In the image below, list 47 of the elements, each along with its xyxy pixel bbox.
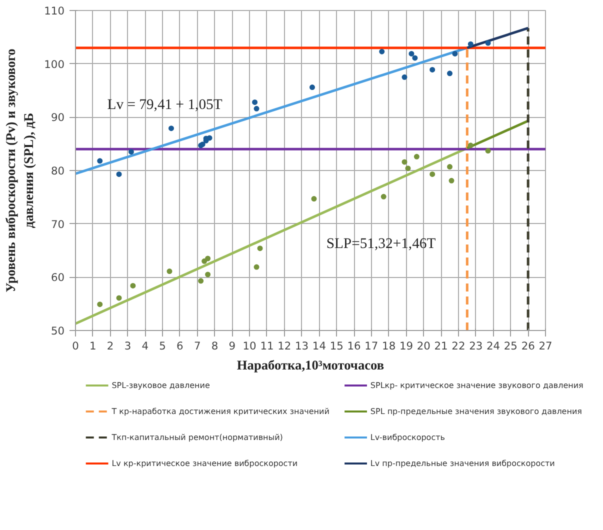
y-tick-label: 70 bbox=[50, 218, 65, 231]
x-tick-label: 26 bbox=[521, 340, 536, 352]
x-tick-label: 17 bbox=[364, 340, 378, 352]
y-tick-label: 110 bbox=[44, 4, 65, 18]
x-tick-label: 4 bbox=[142, 340, 149, 352]
legend-label: T кр-наработка достижения критических значений bbox=[110, 407, 330, 416]
y-axis-title: Уровень виброскорости (Pv) и звукового давления (SPL), дБ bbox=[3, 48, 36, 292]
x-tick-label: 19 bbox=[399, 340, 414, 352]
x-tick-label: 18 bbox=[382, 340, 396, 352]
x-tick-label: 21 bbox=[434, 340, 448, 352]
legend-label: Lv-виброскорость bbox=[370, 433, 446, 442]
x-tick-label: 7 bbox=[194, 340, 201, 352]
legend-label: SPL-звуковое давление bbox=[112, 381, 210, 390]
x-tick-label: 6 bbox=[176, 340, 184, 352]
x-tick-label: 11 bbox=[260, 340, 274, 352]
x-tick-label: 14 bbox=[312, 340, 326, 352]
x-tick-label: 10 bbox=[242, 340, 257, 352]
x-tick-label: 12 bbox=[278, 340, 292, 352]
legend-label: Ткп-капитальный ремонт(нормативный) bbox=[110, 433, 283, 442]
x-tick-label: 15 bbox=[330, 340, 344, 352]
x-tick-label: 3 bbox=[124, 340, 132, 352]
annotation: SLP=51,32+1,46T bbox=[326, 236, 436, 252]
x-axis-title: Наработка,10³моточасов bbox=[236, 358, 384, 372]
x-tick-label: 13 bbox=[295, 340, 309, 352]
y-tick-label: 50 bbox=[50, 324, 65, 338]
y-tick-label: 100 bbox=[44, 58, 65, 71]
x-tick-label: 9 bbox=[228, 340, 236, 352]
x-tick-label: 1 bbox=[90, 340, 96, 352]
x-tick-label: 22 bbox=[452, 340, 466, 352]
x-tick-label: 8 bbox=[211, 340, 218, 352]
y-tick-label: 90 bbox=[50, 111, 65, 124]
x-tick-label: 20 bbox=[416, 340, 431, 352]
legend-label: SPL пр-предельные значения звукового давления bbox=[370, 407, 582, 416]
x-tick-label: 27 bbox=[538, 340, 552, 352]
legend-label: SPLкр- критическое значение звукового давления bbox=[370, 381, 584, 390]
legend-label: Lv кр-критическое значение виброскорости bbox=[112, 459, 298, 468]
annotation: Lv = 79,41 + 1,05T bbox=[107, 96, 222, 113]
legend-label: Lv пр-предельные значения виброскорости bbox=[370, 459, 555, 468]
y-tick-label: 80 bbox=[50, 164, 65, 178]
x-tick-label: 2 bbox=[106, 340, 114, 352]
x-tick-label: 25 bbox=[504, 340, 518, 352]
x-tick-label: 16 bbox=[347, 340, 362, 352]
x-tick-label: 5 bbox=[159, 340, 166, 352]
y-tick-label: 60 bbox=[50, 271, 65, 284]
x-tick-label: 24 bbox=[486, 340, 500, 352]
x-tick-label: 0 bbox=[72, 340, 80, 352]
x-tick-label: 23 bbox=[469, 340, 483, 352]
